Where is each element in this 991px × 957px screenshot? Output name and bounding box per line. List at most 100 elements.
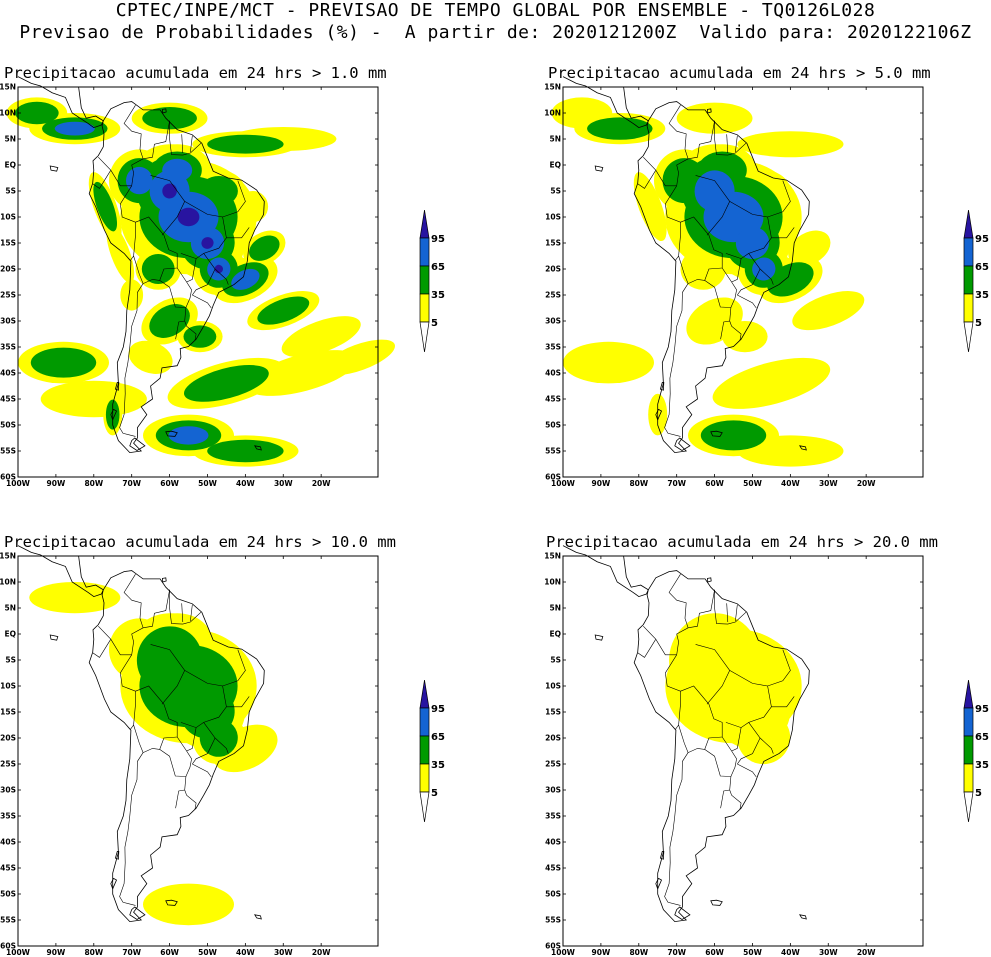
precip-area — [587, 117, 653, 140]
colorbar-bottom-triangle — [419, 321, 430, 353]
lat-tick-label: 55S — [545, 916, 561, 925]
precip-area — [126, 166, 153, 195]
panel-3-map: 15N 10N 5N EQ 5S 10S 15S 20S 25S 30S 35S 40S 45S 50S 5… — [0, 545, 379, 957]
country-borders — [92, 105, 250, 437]
precip-field — [551, 97, 865, 467]
lat-tick-label: 50S — [545, 421, 561, 430]
precip-area — [142, 107, 197, 130]
lat-tick-label: 40S — [545, 369, 561, 378]
colorbar-label: 35 — [975, 290, 989, 301]
colorbar-label: 65 — [431, 732, 445, 743]
panel-3-title: Precipitacao acumulada em 24 hrs > 10.0 … — [4, 533, 396, 551]
lon-tick-label: 100W — [551, 948, 576, 957]
map-frame — [562, 86, 924, 478]
precip-area — [183, 325, 217, 348]
lon-tick-label: 40W — [236, 948, 255, 957]
lat-tick-label: 15S — [545, 708, 561, 717]
precip-area — [15, 101, 59, 125]
colorbar-yellow — [963, 763, 974, 793]
lon-tick-label: 30W — [274, 479, 293, 488]
map-frame — [562, 555, 924, 947]
colorbar-top-triangle — [419, 209, 430, 239]
lat-tick-label: 10S — [0, 213, 16, 222]
precip-area — [199, 176, 238, 206]
lat-tick-label: 50S — [545, 890, 561, 899]
precip-area — [177, 207, 200, 227]
colorbar-bottom-triangle — [963, 791, 974, 823]
lon-tick-label: 80W — [629, 948, 648, 957]
lat-tick-label: 55S — [0, 916, 16, 925]
lon-tick-label: 60W — [160, 948, 179, 957]
lat-tick-label: 25S — [545, 760, 561, 769]
precip-area — [168, 426, 209, 445]
colorbar-top-triangle — [963, 209, 974, 239]
lon-tick-label: 90W — [47, 479, 66, 488]
precip-area — [136, 626, 203, 694]
lon-tick-label: 20W — [312, 479, 331, 488]
precip-area — [93, 181, 118, 232]
colorbar-blue — [419, 237, 430, 267]
lat-tick-label: 10S — [545, 213, 561, 222]
lat-tick-label: 5N — [550, 604, 562, 613]
header-line-2: Previsao de Probabilidades (%) - A parti… — [19, 22, 972, 43]
panel-4-title: Precipitacao acumulada em 24 hrs > 20.0 … — [546, 533, 938, 551]
lon-tick-label: 40W — [236, 479, 255, 488]
lat-tick-label: 10N — [0, 109, 16, 118]
colorbar-label: 5 — [431, 788, 438, 799]
precip-area — [231, 268, 260, 290]
lat-tick-label: 5S — [5, 187, 16, 196]
lat-tick-label: 45S — [0, 395, 16, 404]
colorbar-label: 5 — [431, 318, 438, 329]
lat-tick-label: 35S — [0, 343, 16, 352]
lon-tick-label: 70W — [667, 479, 686, 488]
colorbar-green — [963, 735, 974, 765]
lon-tick-label: 40W — [781, 479, 800, 488]
lat-tick-label: 20S — [545, 734, 561, 743]
lat-tick-label: 35S — [0, 812, 16, 821]
precip-area — [680, 248, 726, 290]
precip-area — [257, 296, 310, 325]
precip-area — [788, 230, 831, 266]
lat-tick-label: 10N — [544, 109, 561, 118]
lat-tick-label: 10N — [0, 578, 16, 587]
precip-area — [752, 257, 776, 281]
map-frame — [17, 555, 379, 947]
precip-area — [30, 347, 97, 378]
panel-3-colorbar: 95 65 35 5 — [419, 679, 445, 823]
colorbar-label: 35 — [431, 760, 445, 771]
precip-area — [792, 291, 865, 331]
colorbar-bottom-triangle — [419, 791, 430, 823]
coastlines — [562, 545, 810, 923]
lon-tick-label: 100W — [6, 479, 31, 488]
lon-tick-label: 40W — [781, 948, 800, 957]
map-frame — [17, 86, 379, 478]
lat-tick-label: 5S — [550, 187, 561, 196]
precip-area — [149, 304, 190, 338]
precip-area — [141, 254, 175, 284]
lat-tick-label: 30S — [545, 317, 561, 326]
colorbar-green — [963, 265, 974, 295]
lat-tick-label: 60S — [545, 942, 561, 951]
lat-tick-label: 20S — [0, 265, 16, 274]
precip-field — [29, 582, 278, 926]
lat-tick-label: 45S — [545, 395, 561, 404]
lon-tick-label: 60W — [705, 479, 724, 488]
lon-tick-label: 90W — [592, 479, 611, 488]
precip-area — [767, 262, 814, 297]
precip-area — [737, 435, 844, 467]
lat-tick-label: 40S — [545, 838, 561, 847]
precip-area — [563, 341, 654, 384]
lat-tick-label: 10N — [544, 578, 561, 587]
lat-tick-label: 50S — [0, 890, 16, 899]
colorbar-blue — [963, 707, 974, 737]
lon-tick-label: 100W — [551, 479, 576, 488]
lat-tick-label: 15S — [0, 239, 16, 248]
lat-tick-label: 15S — [0, 708, 16, 717]
lon-tick-label: 70W — [667, 948, 686, 957]
lon-tick-label: 70W — [122, 479, 141, 488]
precip-area — [633, 172, 667, 242]
precip-area — [40, 380, 147, 418]
header-line-1: CPTEC/INPE/MCT - PREVISAO DE TEMPO GLOBA… — [115, 0, 876, 21]
lat-tick-label: 60S — [545, 473, 561, 482]
lon-tick-label: 30W — [819, 948, 838, 957]
